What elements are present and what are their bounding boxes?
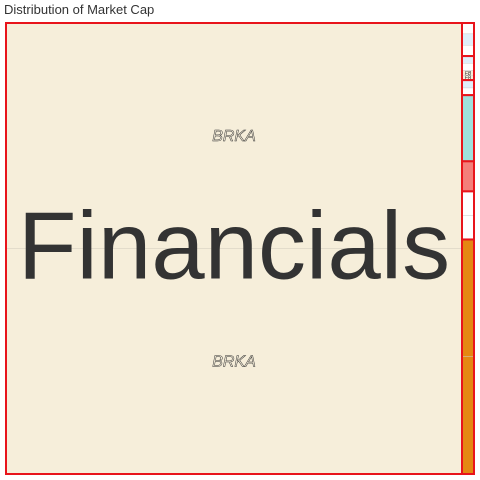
- leaf-rect: [461, 239, 475, 357]
- leaf-rect: [461, 44, 475, 57]
- leaf-label: BRKA: [212, 353, 256, 370]
- chart-title: Distribution of Market Cap: [4, 2, 155, 17]
- leaf-rect: [461, 33, 475, 46]
- leaf-rect: [461, 94, 475, 162]
- leaf-label: FB: [465, 76, 472, 82]
- treemap-frame: [5, 22, 475, 475]
- leaf-rect: [461, 55, 475, 64]
- leaf-label: FB: [465, 71, 472, 77]
- leaf-label: BRKA: [212, 128, 256, 145]
- leaf-rect: [461, 63, 475, 71]
- leaf-rect: [461, 215, 475, 240]
- sector-label: Financials: [18, 193, 450, 300]
- leaf-rect: [5, 22, 463, 249]
- leaf-rect: [461, 22, 475, 35]
- leaf-rect: [461, 191, 475, 216]
- leaf-rect: [461, 79, 475, 89]
- leaf-rect: [461, 161, 475, 192]
- leaf-rect: [461, 356, 475, 475]
- leaf-rect: [461, 87, 475, 96]
